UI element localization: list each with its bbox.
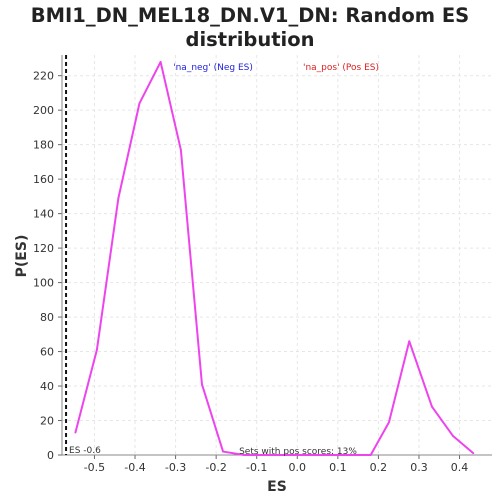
- x-tick-label: 0.2: [370, 461, 388, 474]
- data-point: [243, 454, 246, 456]
- data-point: [201, 383, 203, 386]
- data-point: [285, 454, 288, 456]
- x-tick-label: -0.2: [205, 461, 226, 474]
- series-line: [74, 60, 474, 456]
- y-tick-label: 200: [33, 104, 54, 117]
- x-tick-label: -0.1: [246, 461, 267, 474]
- series-layer: [74, 60, 475, 456]
- y-tick-label: 140: [33, 208, 54, 221]
- x-tick-label: -0.3: [165, 461, 186, 474]
- y-tick-label: 60: [40, 346, 54, 359]
- y-tick-label: 220: [33, 70, 54, 83]
- data-point: [472, 452, 475, 455]
- grid: [62, 55, 492, 456]
- data-point: [222, 450, 224, 453]
- legend-neg: 'na_neg' (Neg ES): [173, 63, 253, 73]
- data-point: [452, 435, 454, 437]
- y-tick-label: 160: [33, 173, 54, 186]
- y-tick-label: 20: [40, 415, 54, 428]
- data-point: [348, 454, 351, 456]
- legend-pos: 'na_pos' (Pos ES): [303, 63, 379, 73]
- data-point: [369, 454, 372, 456]
- data-point: [138, 102, 141, 105]
- x-tick-label: -0.4: [124, 461, 145, 474]
- tick-labels: 0 20 40 60 80 100 120 140 160 180 200 220 -0.5 -0.4 -0…: [33, 70, 468, 474]
- data-point: [431, 405, 433, 408]
- data-point: [327, 454, 330, 456]
- y-tick-label: 180: [33, 139, 54, 152]
- y-tick-label: 120: [33, 242, 54, 255]
- y-axis-label: P(ES): [14, 235, 30, 278]
- x-tick-label: 0.4: [451, 461, 469, 474]
- data-point: [74, 431, 77, 434]
- y-tick-label: 80: [40, 311, 54, 324]
- x-tick-label: 0.1: [329, 461, 347, 474]
- chart-title-line1: BMI1_DN_MEL18_DN.V1_DN: Random ES: [31, 4, 469, 27]
- x-axis-label: ES: [267, 479, 287, 495]
- data-point: [95, 348, 98, 351]
- y-tick-label: 100: [33, 277, 54, 290]
- data-point: [408, 340, 411, 343]
- data-point: [388, 421, 390, 424]
- data-point: [179, 148, 182, 151]
- data-point: [264, 454, 267, 456]
- x-tick-label: 0.3: [410, 461, 428, 474]
- x-tick-label: 0.0: [289, 461, 307, 474]
- chart-title-line2: distribution: [186, 28, 315, 51]
- data-point: [159, 60, 162, 63]
- data-point: [306, 454, 309, 456]
- pos-scores-annotation: Sets with pos scores: 13%: [239, 447, 357, 457]
- plot-area: [62, 55, 492, 455]
- y-tick-label: 40: [40, 380, 54, 393]
- data-point: [117, 197, 120, 200]
- y-tick-label: 0: [47, 449, 54, 462]
- es-marker-label: ES -0.6: [69, 446, 101, 456]
- x-tick-label: -0.5: [84, 461, 105, 474]
